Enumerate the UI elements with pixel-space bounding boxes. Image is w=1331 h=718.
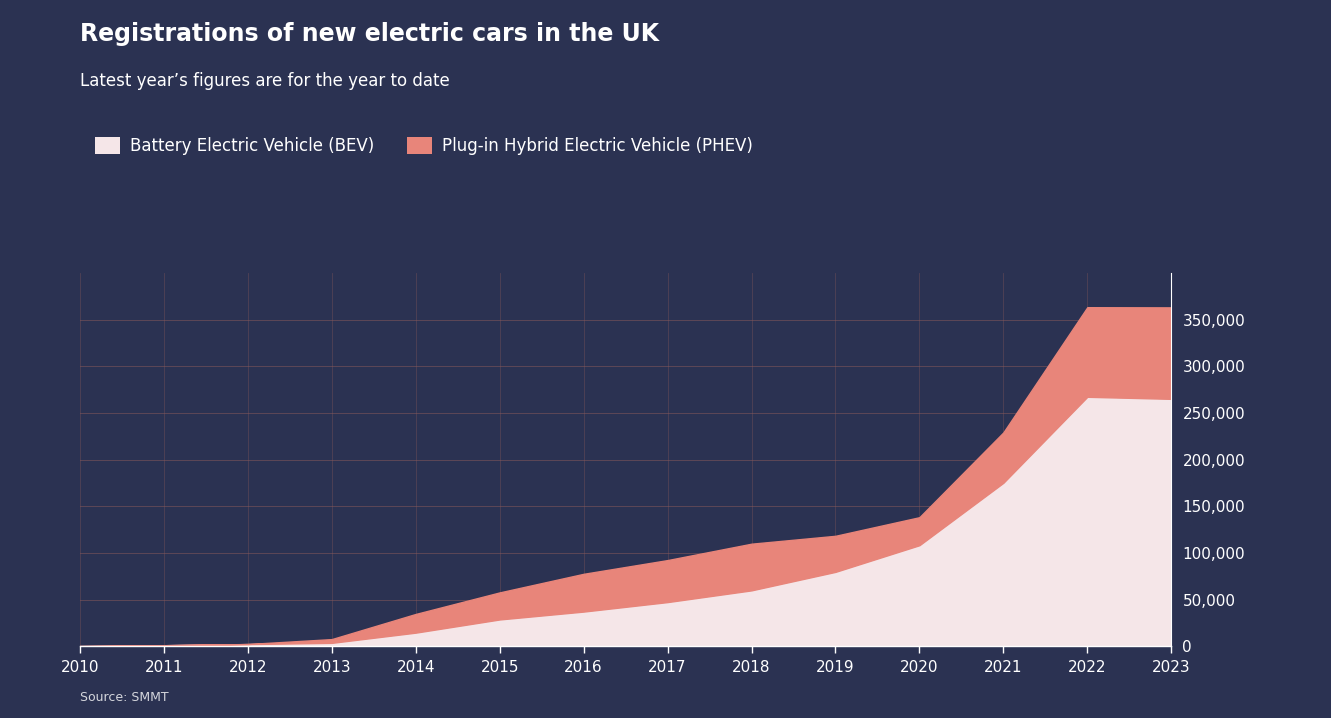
Text: Latest year’s figures are for the year to date: Latest year’s figures are for the year t… [80,72,450,90]
Text: Source: SMMT: Source: SMMT [80,691,169,704]
Text: Registrations of new electric cars in the UK: Registrations of new electric cars in th… [80,22,659,45]
Legend: Battery Electric Vehicle (BEV), Plug-in Hybrid Electric Vehicle (PHEV): Battery Electric Vehicle (BEV), Plug-in … [88,131,760,162]
